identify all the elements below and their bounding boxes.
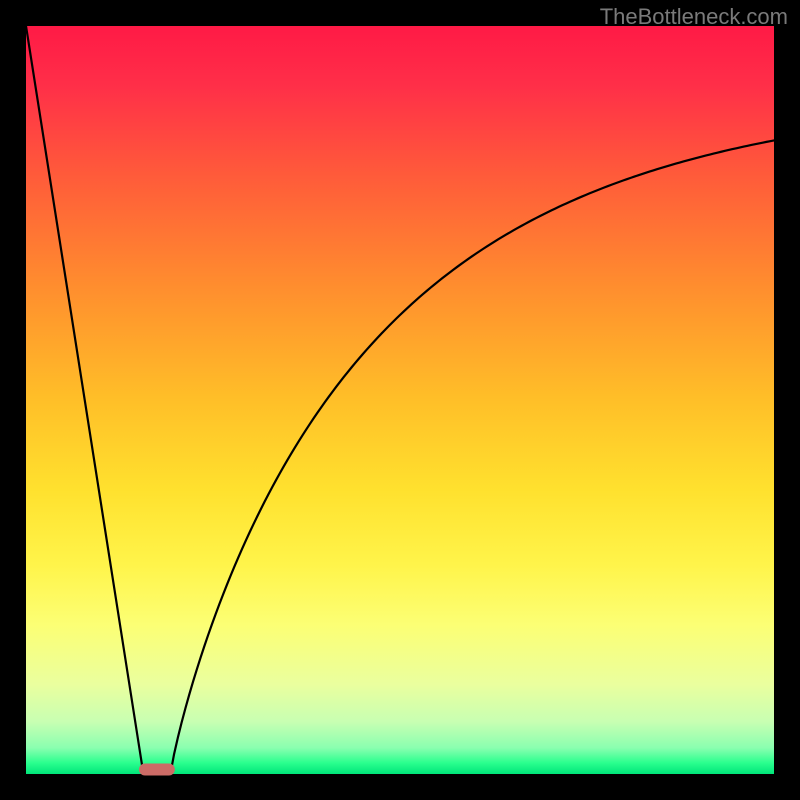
chart-svg xyxy=(0,0,800,800)
min-marker xyxy=(139,764,175,776)
watermark-text: TheBottleneck.com xyxy=(600,4,788,30)
plot-background xyxy=(26,26,774,774)
chart-root: TheBottleneck.com xyxy=(0,0,800,800)
